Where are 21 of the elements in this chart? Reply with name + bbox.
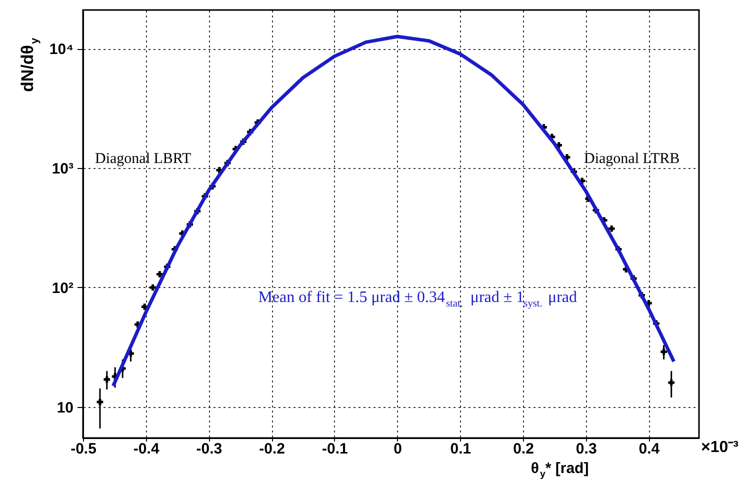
point	[150, 284, 156, 291]
y-axis-title: dN/dθy	[18, 37, 41, 92]
x-tick-label: 0	[394, 440, 402, 458]
y-tick-label: 10³	[52, 160, 74, 178]
x-tick-label: 0.2	[513, 440, 534, 458]
point	[156, 271, 163, 278]
annotation: Diagonal LBRT	[95, 151, 192, 167]
x-tick-label: -0.5	[70, 440, 96, 458]
x-tick-label: 0.3	[576, 440, 597, 458]
annotation: Diagonal LTRB	[584, 151, 680, 167]
x-tick-label: -0.1	[322, 440, 348, 458]
text: ×10⁻³	[701, 439, 738, 456]
x-tick-label: -0.3	[196, 440, 222, 458]
y-tick-label: 10²	[52, 280, 74, 297]
y-tick-label: 10⁴	[49, 41, 74, 58]
point	[608, 225, 615, 232]
y-tick-label: 10	[56, 399, 74, 416]
x-tick-label: -0.4	[133, 440, 160, 458]
x-tick-label: 0.1	[450, 440, 472, 458]
x-tick-label: -0.2	[259, 440, 285, 458]
x-tick-label: 0.4	[638, 440, 660, 458]
